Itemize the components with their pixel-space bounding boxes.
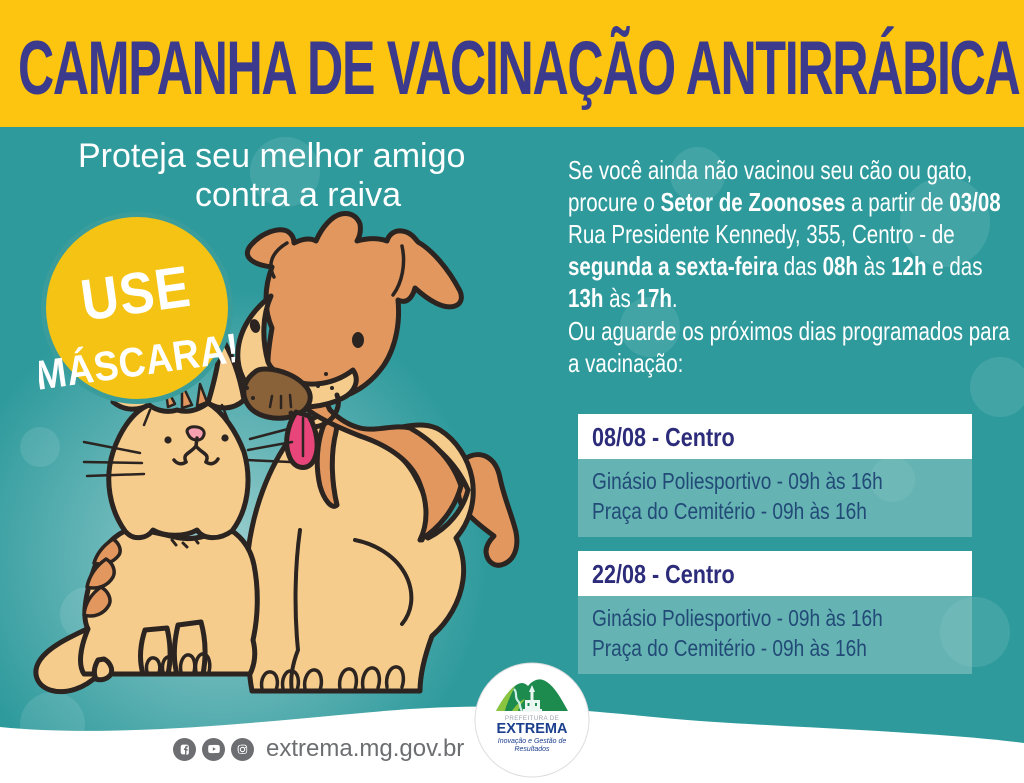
svg-text:EXTREMA: EXTREMA xyxy=(497,721,568,737)
svg-text:Resultados: Resultados xyxy=(514,746,550,753)
svg-text:Inovação e Gestão de: Inovação e Gestão de xyxy=(498,738,567,745)
